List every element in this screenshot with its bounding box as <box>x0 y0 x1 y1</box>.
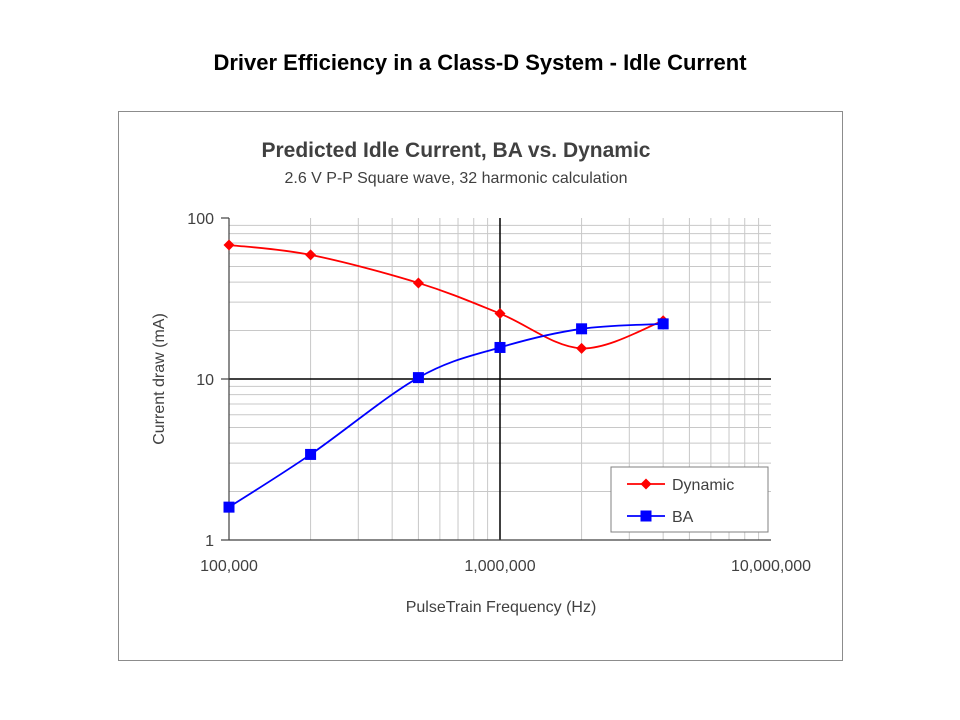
series-group <box>223 239 669 513</box>
series-ba <box>223 318 669 513</box>
data-point-ba <box>412 372 424 384</box>
tick-labels: 100,000 1,000,000 10,000,000 1 10 100 <box>187 211 811 575</box>
legend: Dynamic BA <box>610 466 769 533</box>
data-point-ba <box>576 323 588 335</box>
x-tick-label: 10,000,000 <box>731 558 811 575</box>
legend-label-ba: BA <box>672 509 694 526</box>
chart-title: Predicted Idle Current, BA vs. Dynamic <box>261 139 650 162</box>
legend-label-dynamic: Dynamic <box>672 477 734 494</box>
y-tick-label: 10 <box>196 372 214 389</box>
data-point-ba <box>494 341 506 353</box>
y-axis-label: Current draw (mA) <box>151 313 168 445</box>
legend-marker-ba <box>640 510 652 522</box>
data-point-ba <box>305 448 317 460</box>
series-line-ba <box>228 322 664 508</box>
axes <box>221 217 771 541</box>
series-dynamic <box>223 239 669 354</box>
chart-svg: Predicted Idle Current, BA vs. Dynamic 2… <box>151 139 811 616</box>
data-point-dynamic <box>576 342 588 354</box>
chart-subtitle: 2.6 V P-P Square wave, 32 harmonic calcu… <box>284 170 627 187</box>
data-point-ba <box>223 501 235 513</box>
x-tick-label: 1,000,000 <box>464 558 535 575</box>
x-axis-label: PulseTrain Frequency (Hz) <box>406 599 597 616</box>
data-point-dynamic <box>305 249 317 261</box>
data-point-dynamic <box>223 239 235 251</box>
major-grid <box>229 218 771 540</box>
data-point-dynamic <box>412 277 424 289</box>
data-point-dynamic <box>494 308 506 320</box>
data-point-ba <box>657 318 669 330</box>
y-tick-label: 100 <box>187 211 214 228</box>
x-tick-label: 100,000 <box>200 558 258 575</box>
slide-title: Driver Efficiency in a Class-D System - … <box>213 50 747 75</box>
series-line-dynamic <box>228 244 664 350</box>
legend-box <box>610 466 769 533</box>
legend-marker-dynamic <box>640 478 652 490</box>
chart-frame: Predicted Idle Current, BA vs. Dynamic 2… <box>118 111 843 661</box>
y-tick-label: 1 <box>205 533 214 550</box>
